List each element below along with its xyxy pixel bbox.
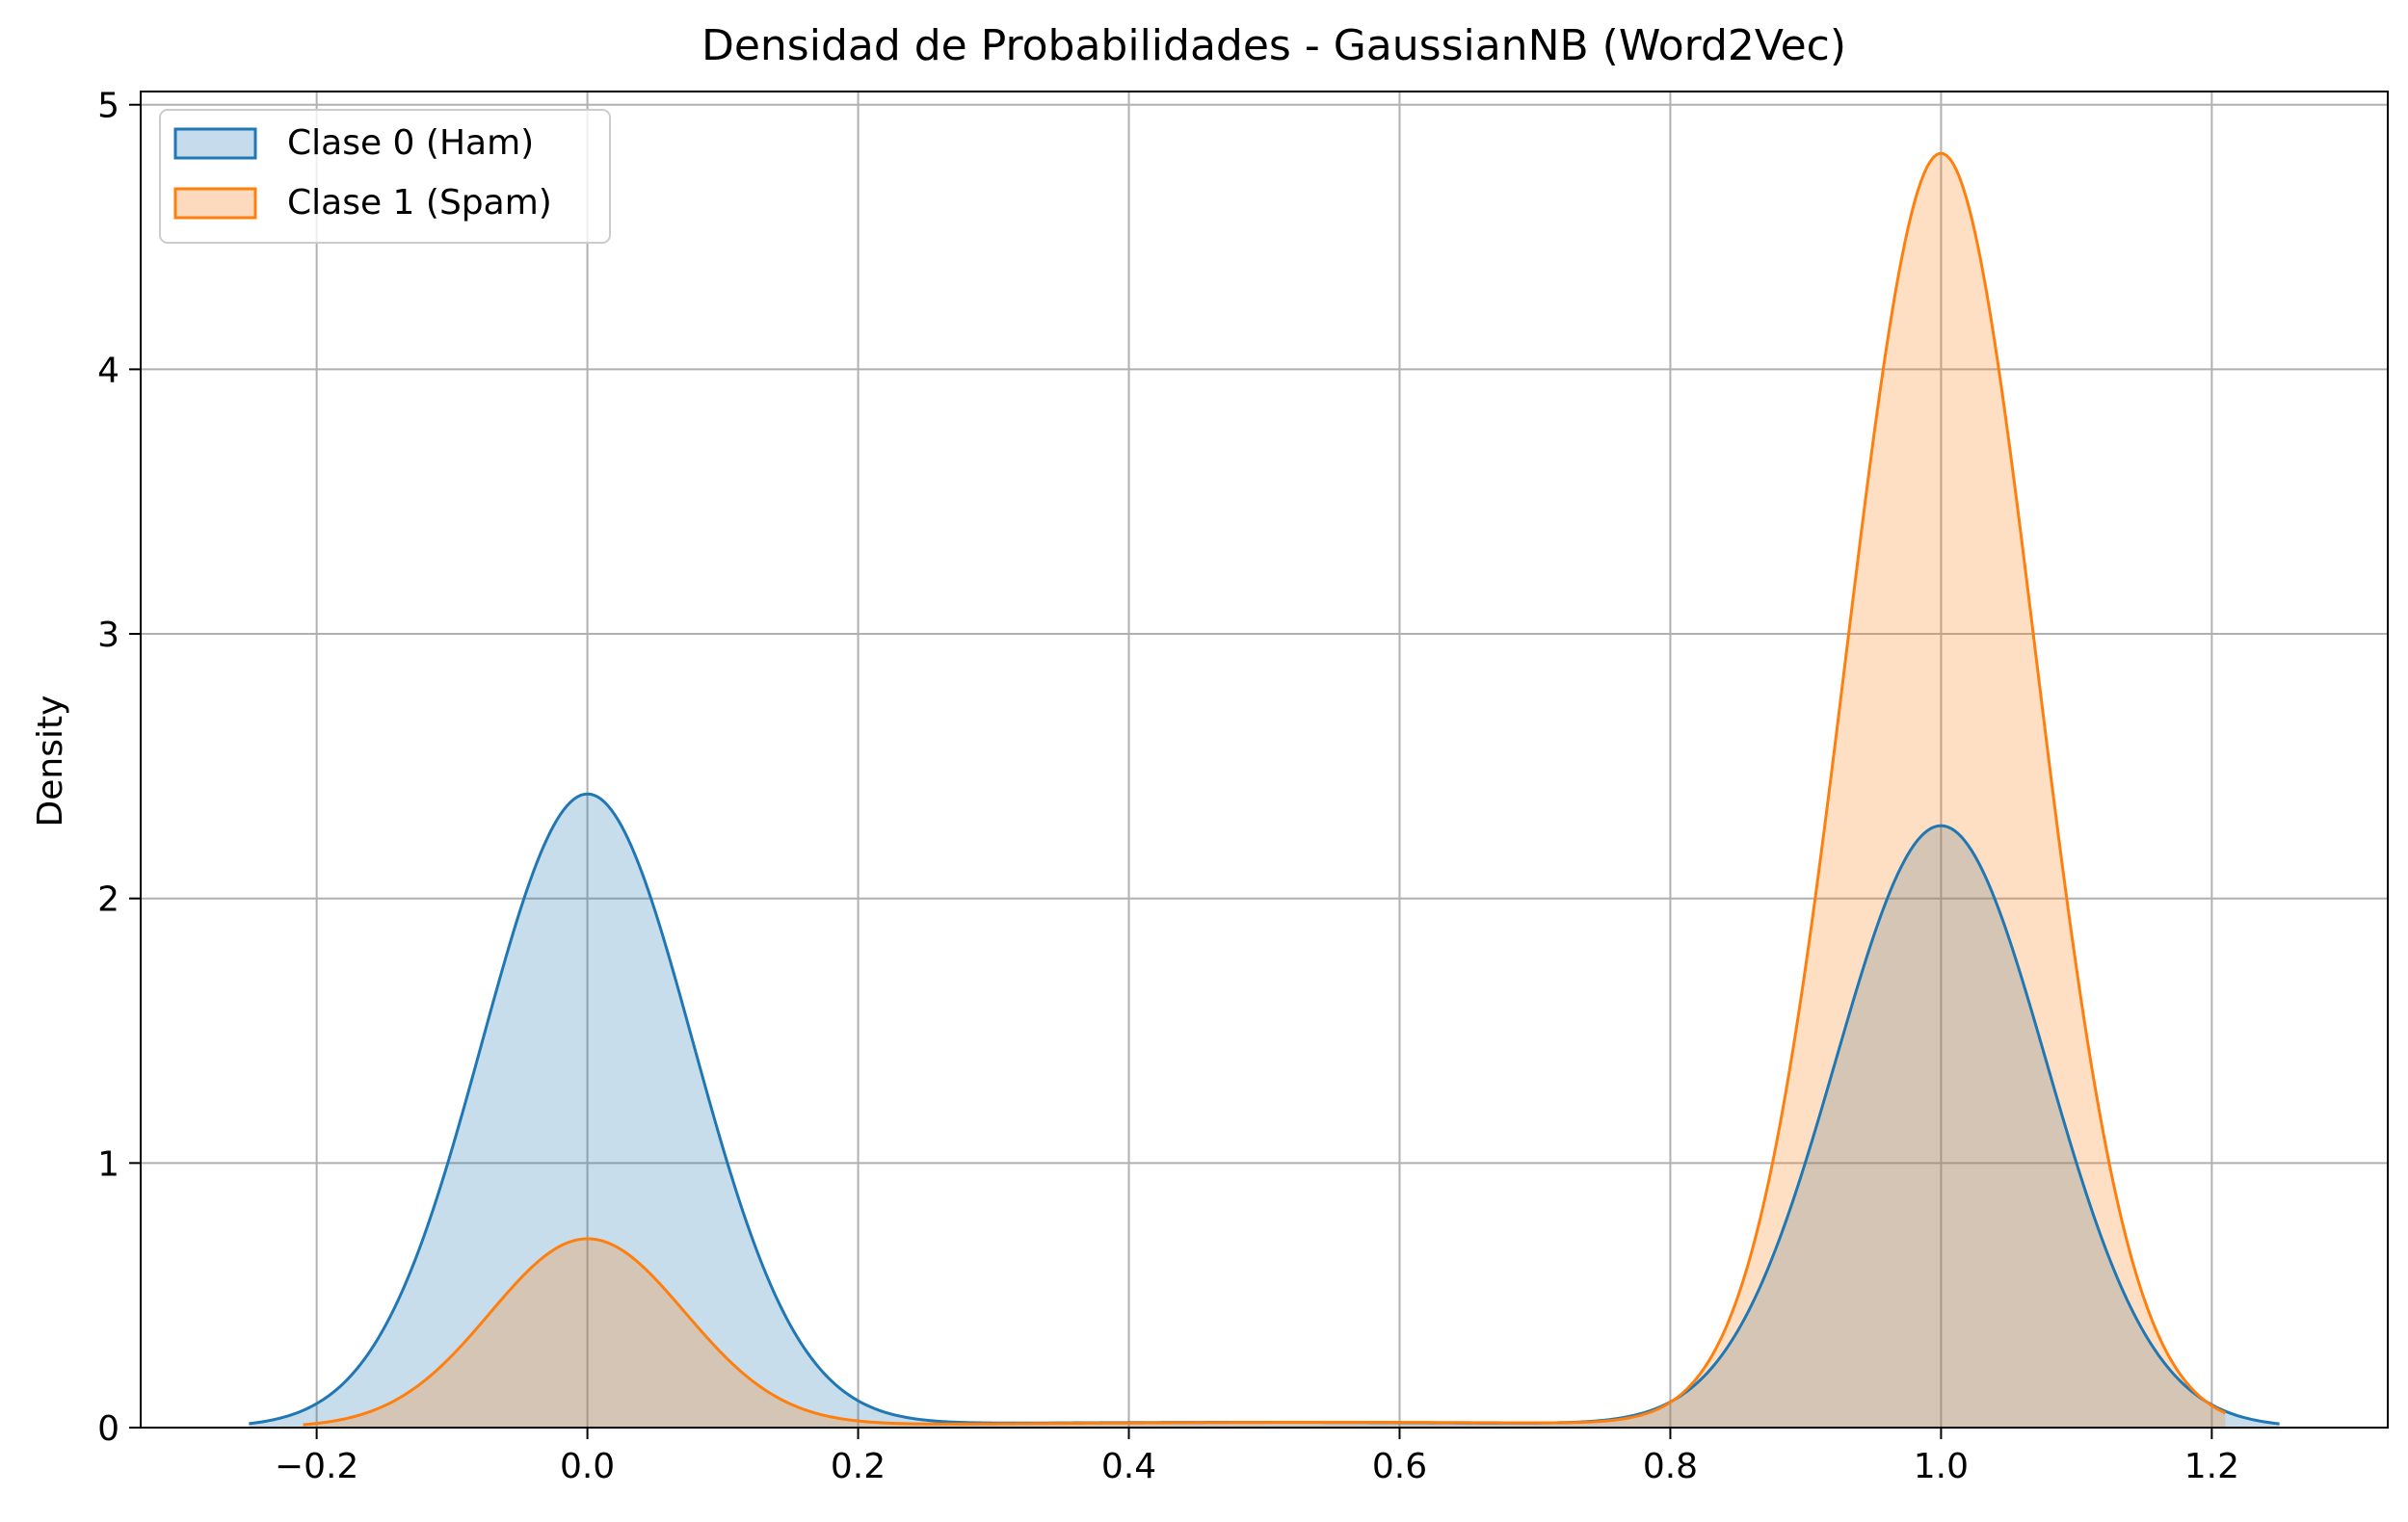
density-area-1 <box>303 153 2226 1429</box>
x-tick-label: 1.0 <box>1914 1447 1969 1486</box>
y-axis-ticks: 0 1 2 3 4 5 <box>97 87 141 1449</box>
x-tick-label: 0.0 <box>560 1447 615 1486</box>
y-tick-label: 0 <box>97 1409 119 1449</box>
legend-label-ham: Clase 0 (Ham) <box>287 123 534 163</box>
density-area-0 <box>249 794 2280 1428</box>
x-axis-ticks: −0.2 0.0 0.2 0.4 0.6 0.8 1.0 1.2 <box>275 1428 2239 1486</box>
x-tick-label: 0.4 <box>1101 1447 1156 1486</box>
x-tick-label: 0.6 <box>1372 1447 1427 1486</box>
x-tick-label: 0.8 <box>1643 1447 1698 1486</box>
y-tick-label: 4 <box>97 351 119 390</box>
density-lines <box>249 151 2280 1427</box>
density-line-1 <box>303 151 2227 1427</box>
legend: Clase 0 (Ham) Clase 1 (Spam) <box>159 109 611 244</box>
chart-title: Densidad de Probabilidades - GaussianNB … <box>701 21 1846 70</box>
legend-swatch-ham <box>173 127 257 160</box>
y-tick-label: 3 <box>97 616 119 655</box>
legend-label-spam: Clase 1 (Spam) <box>287 183 552 223</box>
y-tick-label: 5 <box>97 87 119 126</box>
x-tick-label: −0.2 <box>275 1447 358 1486</box>
x-tick-label: 1.2 <box>2184 1447 2239 1486</box>
y-axis-label: Density <box>31 695 70 827</box>
legend-box <box>159 109 611 244</box>
x-tick-label: 0.2 <box>831 1447 886 1486</box>
legend-swatch-spam <box>173 187 257 220</box>
y-tick-label: 1 <box>97 1144 119 1184</box>
plot-frame <box>140 91 2389 1429</box>
y-tick-label: 2 <box>97 880 119 920</box>
density-fills <box>249 153 2280 1429</box>
